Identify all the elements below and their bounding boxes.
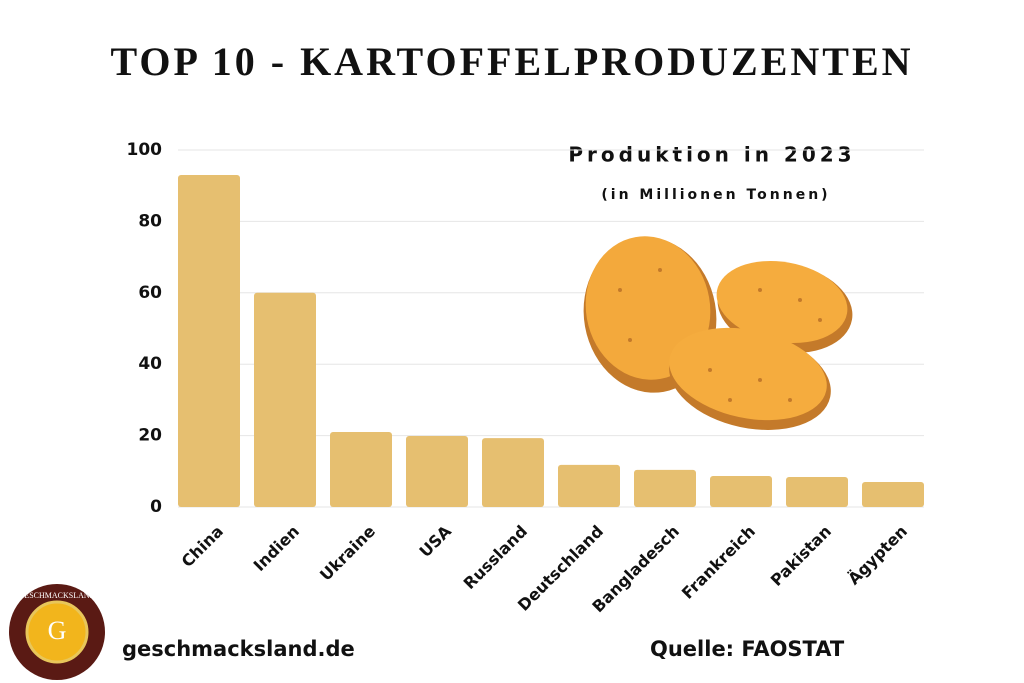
bar (862, 482, 924, 507)
chart-title: TOP 10 - KARTOFFELPRODUZENTEN (110, 39, 913, 84)
y-tick-label: 100 (127, 140, 163, 160)
bar (710, 475, 772, 507)
bar (786, 477, 848, 507)
logo-name: GESCHMACKSLAND (19, 591, 96, 600)
bar (178, 174, 240, 508)
y-tick-label: 20 (138, 426, 162, 446)
y-tick-label: 0 (150, 497, 162, 517)
y-tick-label: 80 (138, 211, 162, 231)
logo-letter: G (48, 616, 67, 645)
bar (330, 432, 392, 507)
bar (482, 438, 544, 507)
source: Quelle: FAOSTAT (650, 637, 845, 661)
chart-subtitle: Produktion in 2023 (568, 143, 855, 167)
bar (634, 469, 696, 507)
potato-illustration (583, 236, 853, 430)
bar (406, 435, 468, 507)
unit-note: (in Millionen Tonnen) (601, 187, 830, 203)
y-tick-label: 40 (138, 354, 162, 374)
website: geschmacksland.de (122, 637, 355, 661)
logo: G GESCHMACKSLAND (9, 584, 105, 680)
bar (254, 292, 316, 507)
y-tick-label: 60 (138, 283, 162, 303)
bar (558, 464, 620, 507)
